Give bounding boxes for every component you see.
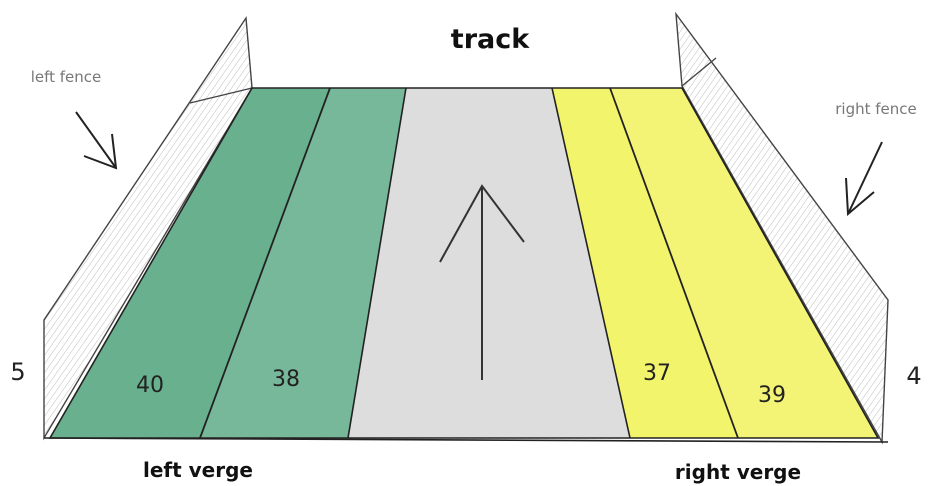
plot-label-38: 38	[272, 367, 300, 392]
divider-track-37	[551, 87, 631, 439]
right-fence-rail	[681, 57, 717, 87]
left-fence-number: 5	[10, 358, 25, 386]
plot-label-37: 37	[643, 361, 671, 386]
divider-40-38	[199, 87, 331, 439]
divider-37-39	[609, 87, 739, 439]
page-title: track	[451, 24, 530, 55]
right-fence-number: 4	[906, 362, 921, 390]
track-strip	[348, 88, 630, 438]
right-fence-panel	[675, 11, 889, 445]
plot-label-39: 39	[758, 383, 786, 408]
ground-outline	[48, 87, 880, 439]
right-fence-pointer-icon	[845, 141, 883, 217]
plot-strip-40	[50, 88, 330, 438]
track-direction-arrow-head	[439, 184, 525, 263]
divider-38-track	[347, 87, 407, 439]
plot-strip-37	[552, 88, 738, 438]
plot-strip-39	[610, 88, 878, 438]
left-fence-label: left fence	[31, 68, 102, 86]
left-fence-pointer-icon	[75, 111, 118, 170]
left-fence-rail	[189, 87, 253, 104]
right-fence-label: right fence	[835, 100, 917, 118]
left-fence-panel	[43, 15, 253, 441]
bottom-edge	[43, 437, 889, 443]
left-verge-label: left verge	[143, 458, 253, 482]
right-verge-label: right verge	[675, 460, 801, 484]
plot-label-40: 40	[136, 373, 164, 398]
plot-strip-38	[200, 88, 406, 438]
